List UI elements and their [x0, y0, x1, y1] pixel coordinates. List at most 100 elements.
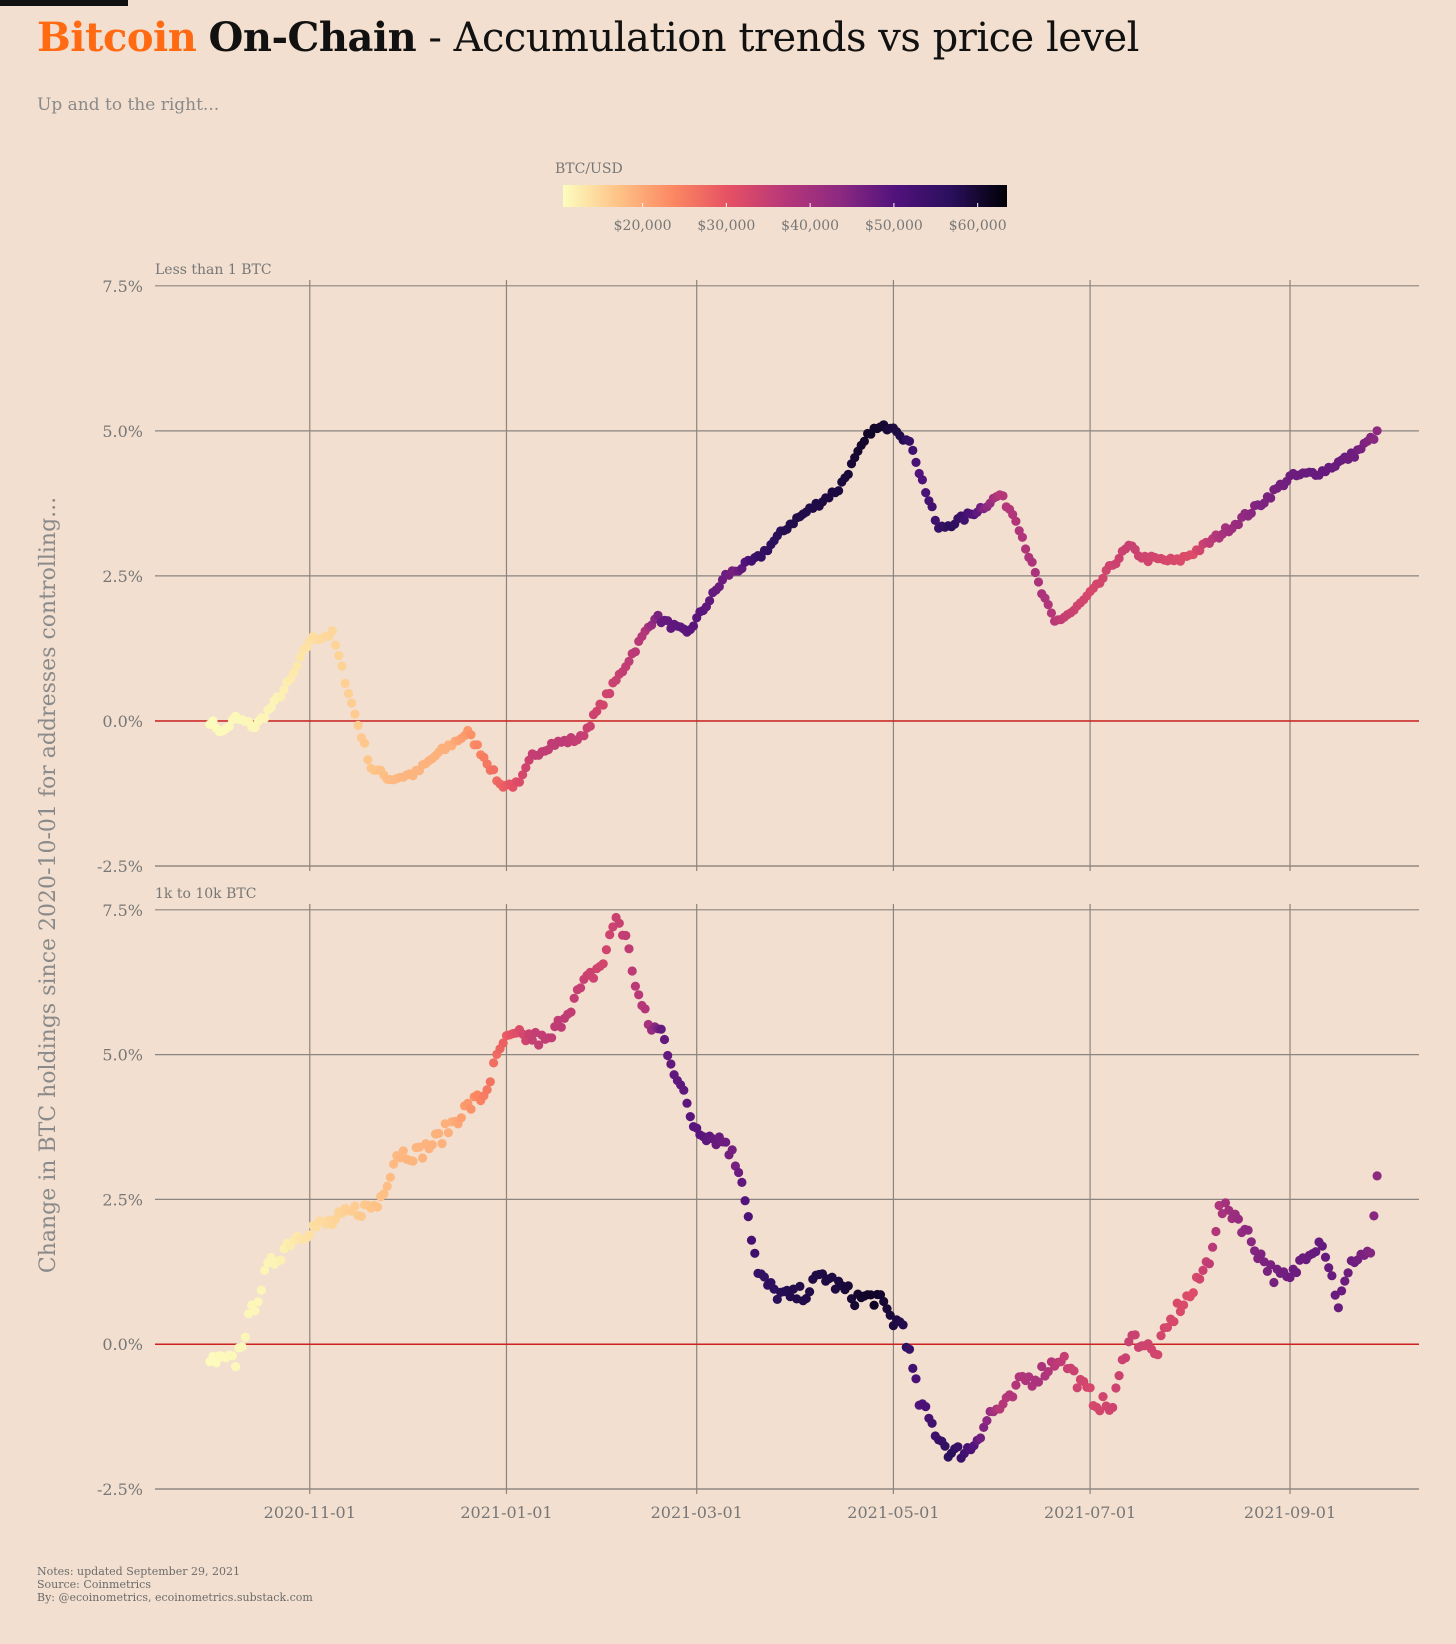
- data-point: [705, 596, 715, 606]
- data-point: [959, 515, 969, 525]
- data-point: [1011, 1380, 1021, 1390]
- title-rest: - Accumulation trends vs price level: [416, 15, 1139, 61]
- data-point: [1343, 1268, 1353, 1278]
- data-point: [588, 973, 599, 983]
- data-point: [489, 765, 499, 775]
- data-point: [340, 678, 350, 689]
- data-point: [1179, 1300, 1189, 1310]
- data-point: [659, 1034, 670, 1045]
- data-point: [472, 740, 482, 750]
- data-point: [904, 436, 915, 446]
- data-point: [1372, 426, 1382, 436]
- data-point: [260, 713, 270, 723]
- data-point: [527, 1035, 537, 1045]
- legend-colorbar: [563, 185, 1007, 207]
- data-point: [1072, 1383, 1082, 1393]
- data-point: [276, 1255, 286, 1265]
- data-point: [885, 1310, 895, 1320]
- data-point: [1095, 1406, 1105, 1416]
- data-point: [998, 491, 1008, 501]
- data-point: [356, 1211, 366, 1221]
- data-point: [334, 650, 344, 661]
- data-point: [1098, 1392, 1108, 1402]
- data-point: [1027, 557, 1037, 567]
- data-point: [379, 1189, 389, 1199]
- data-point: [927, 1418, 937, 1428]
- legend-tick-label: $20,000: [614, 218, 672, 234]
- data-point: [1333, 1303, 1343, 1313]
- panel-label: Less than 1 BTC: [155, 262, 272, 278]
- data-point: [921, 488, 931, 498]
- data-point: [740, 1196, 750, 1206]
- data-point: [1069, 1366, 1079, 1376]
- data-point: [350, 1201, 360, 1211]
- data-point: [630, 647, 641, 657]
- data-point: [337, 661, 347, 671]
- data-point: [363, 755, 373, 765]
- data-point: [1372, 1171, 1382, 1181]
- notes-updated: Notes: updated September 29, 2021: [37, 1565, 240, 1578]
- data-point: [666, 1059, 676, 1069]
- legend-tick-label: $40,000: [781, 218, 839, 234]
- data-point: [1233, 1214, 1243, 1224]
- data-point: [1037, 1361, 1047, 1372]
- data-point: [801, 1293, 811, 1304]
- data-point: [592, 706, 602, 716]
- data-point: [1291, 1267, 1302, 1278]
- data-point: [656, 1024, 666, 1034]
- data-point: [250, 1306, 260, 1316]
- data-point: [1046, 608, 1056, 618]
- data-point: [682, 1098, 692, 1108]
- data-point: [347, 698, 357, 708]
- x-tick-label: 2021-01-01: [460, 1503, 552, 1522]
- data-point: [240, 1332, 250, 1342]
- data-point: [817, 1269, 828, 1279]
- data-point: [227, 1351, 237, 1361]
- data-point: [1043, 600, 1053, 610]
- data-point: [556, 1022, 566, 1032]
- data-point: [418, 1153, 428, 1163]
- data-point: [1349, 452, 1360, 462]
- data-point: [795, 1281, 805, 1291]
- data-point: [1033, 577, 1044, 587]
- data-point: [1220, 1198, 1231, 1208]
- data-point: [1011, 516, 1021, 526]
- data-point: [640, 1004, 650, 1014]
- data-point: [1130, 1330, 1140, 1340]
- data-point: [869, 1300, 879, 1310]
- data-point: [279, 684, 289, 695]
- data-point: [1017, 532, 1027, 542]
- data-point: [614, 918, 624, 928]
- data-point: [389, 1159, 399, 1169]
- data-point: [466, 1104, 476, 1114]
- data-point: [727, 1145, 737, 1155]
- data-point: [360, 738, 370, 748]
- data-point: [1108, 1402, 1118, 1413]
- data-point: [1366, 1248, 1376, 1258]
- data-point: [921, 1402, 931, 1412]
- y-tick-label: 2.5%: [102, 567, 143, 586]
- panel-less-than-1-btc: Less than 1 BTC -2.5% 0.0% 2.5% 5.0% 7.5%: [97, 262, 1419, 876]
- data-point: [579, 731, 589, 741]
- data-point: [1340, 1276, 1350, 1286]
- legend-tick-label: $60,000: [949, 218, 1007, 234]
- data-point: [1030, 567, 1040, 578]
- data-point: [566, 1007, 576, 1017]
- data-point: [627, 966, 637, 976]
- data-point: [1369, 1211, 1379, 1221]
- data-point: [1208, 1242, 1218, 1252]
- data-point: [1059, 1351, 1069, 1361]
- data-point: [1121, 1353, 1131, 1363]
- data-point: [276, 692, 286, 702]
- data-point: [653, 610, 663, 620]
- legend-tick-label: $30,000: [697, 218, 755, 234]
- data-point: [569, 993, 579, 1003]
- data-point: [382, 1181, 392, 1191]
- x-tick-label: 2021-05-01: [847, 1503, 939, 1522]
- data-point: [1204, 1259, 1214, 1269]
- x-tick-label: 2021-09-01: [1244, 1503, 1336, 1522]
- data-point: [253, 1297, 263, 1307]
- data-point: [466, 730, 476, 740]
- data-point: [911, 457, 921, 467]
